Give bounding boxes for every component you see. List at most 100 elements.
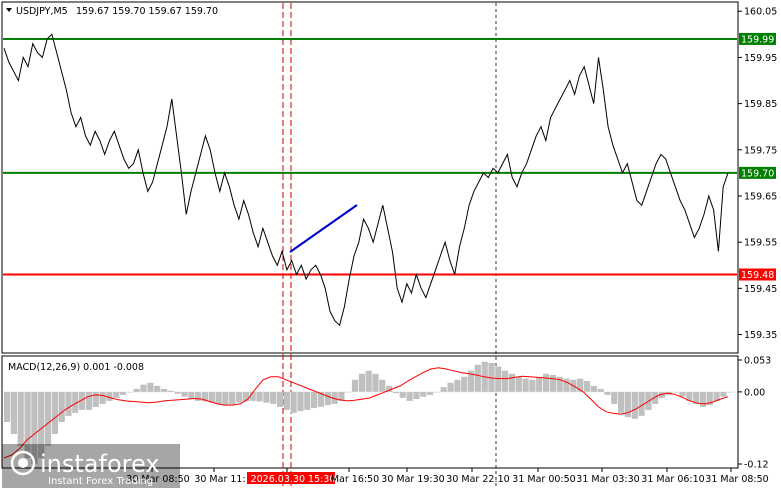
watermark-box	[2, 444, 180, 488]
macd-bar	[290, 391, 297, 413]
macd-bar	[44, 391, 52, 446]
macd-bar	[58, 391, 65, 422]
macd-bar	[338, 391, 345, 401]
macd-bar	[38, 391, 45, 458]
macd-bar	[85, 391, 93, 410]
level-badge	[739, 32, 776, 45]
time-tick-label: 30 Mar 11:	[194, 474, 245, 485]
level-label: 159.70	[741, 168, 774, 179]
macd-bar	[167, 390, 174, 392]
price-tick-label: 159.35	[744, 330, 777, 341]
price-tick-label: 160.05	[744, 7, 777, 18]
macd-bar	[297, 391, 304, 412]
price-tick-label: 159.65	[744, 191, 777, 202]
macd-bar	[154, 385, 161, 392]
macd-bar	[188, 391, 195, 400]
macd-bar	[106, 391, 113, 401]
time-tick-label: 30 Mar 19:30	[381, 474, 444, 485]
macd-bar	[399, 391, 406, 398]
vertical-markers	[282, 3, 497, 487]
price-tick-label: 159.45	[744, 284, 777, 295]
macd-bar	[358, 373, 365, 392]
macd-bar	[508, 373, 516, 392]
time-highlight-badge	[247, 472, 335, 484]
macd-bar	[713, 391, 720, 401]
symbol-label: USDJPY,M5	[16, 6, 68, 17]
macd-bar	[304, 391, 311, 410]
macd-bar	[549, 375, 556, 392]
time-tick-label: 31 Mar 00:50	[512, 474, 575, 485]
time-tick-label: 30 Mar 08:50	[126, 474, 189, 485]
macd-bar	[242, 391, 249, 402]
macd-bar	[4, 391, 11, 422]
macd-bar	[24, 391, 31, 458]
macd-bar	[597, 388, 604, 392]
macd-bar	[126, 391, 133, 393]
level-badge	[739, 166, 776, 179]
price-tick-label: 159.55	[744, 238, 777, 249]
trend-segment	[289, 204, 358, 253]
macd-bar	[440, 387, 447, 392]
macd-bar	[120, 391, 127, 395]
macd-bar	[208, 391, 215, 403]
macd-bar	[236, 391, 243, 403]
macd-bar	[474, 364, 481, 392]
macd-bar	[270, 391, 277, 404]
watermark-brand: instaforex	[40, 450, 160, 478]
time-tick-label: Mar 16:50	[331, 474, 379, 485]
time-tick-label: 2026.03.30 15:30	[251, 474, 336, 485]
macd-bar	[372, 373, 379, 392]
macd-signal-line	[3, 367, 729, 459]
macd-bar	[515, 376, 522, 392]
time-tick-label: 31 Mar 03:30	[576, 474, 639, 485]
macd-bar	[611, 391, 618, 404]
macd-bar	[65, 391, 72, 416]
macd-bar	[727, 391, 734, 393]
level-label: 159.48	[741, 270, 774, 281]
macd-bar	[72, 391, 79, 413]
macd-bar	[79, 391, 86, 410]
macd-bar	[563, 378, 570, 392]
macd-bar	[317, 391, 324, 407]
macd-bar	[256, 391, 263, 402]
macd-bar	[276, 391, 284, 407]
macd-bar	[604, 391, 611, 395]
macd-bar	[215, 391, 222, 404]
macd-bar	[140, 384, 147, 392]
macd-bar	[392, 391, 400, 394]
price-tick-label: 159.95	[744, 53, 777, 64]
macd-bar	[502, 370, 509, 392]
symbol-header: USDJPY,M5 159.67 159.70 159.67 159.70	[6, 6, 218, 17]
price-axis: 160.05 159.95 159.85 159.75 159.65 159.55 159.…	[738, 7, 777, 341]
macd-bar	[590, 385, 597, 392]
macd-bar	[351, 379, 359, 392]
macd-bar	[543, 373, 550, 392]
macd-bar	[652, 391, 659, 404]
macd-bar	[51, 391, 58, 434]
price-tick-label: 159.75	[744, 145, 777, 156]
macd-bar	[618, 391, 625, 413]
macd-bar	[147, 382, 154, 392]
macd-bar	[461, 376, 468, 392]
macd-bar	[92, 391, 99, 407]
macd-bar	[638, 391, 645, 416]
dropdown-triangle-icon[interactable]	[6, 8, 12, 12]
macd-bar	[201, 391, 209, 402]
price-series-line	[3, 33, 729, 327]
macd-bar	[659, 391, 666, 398]
macd-bar	[10, 391, 17, 434]
macd-bar	[447, 382, 454, 392]
macd-bar	[624, 391, 631, 418]
macd-bar	[427, 391, 434, 395]
macd-bar	[17, 391, 24, 446]
level-label: 159.99	[741, 34, 774, 45]
macd-bar	[133, 388, 140, 392]
macd-bar	[195, 391, 202, 401]
macd-bar	[583, 381, 591, 392]
macd-bar	[365, 370, 372, 392]
price-tick-label: 159.85	[744, 99, 777, 110]
macd-axis: 0.053 0.00 -0.12	[738, 356, 771, 470]
macd-bar	[331, 391, 338, 404]
time-tick-label: 31 Mar 06:10	[641, 474, 704, 485]
